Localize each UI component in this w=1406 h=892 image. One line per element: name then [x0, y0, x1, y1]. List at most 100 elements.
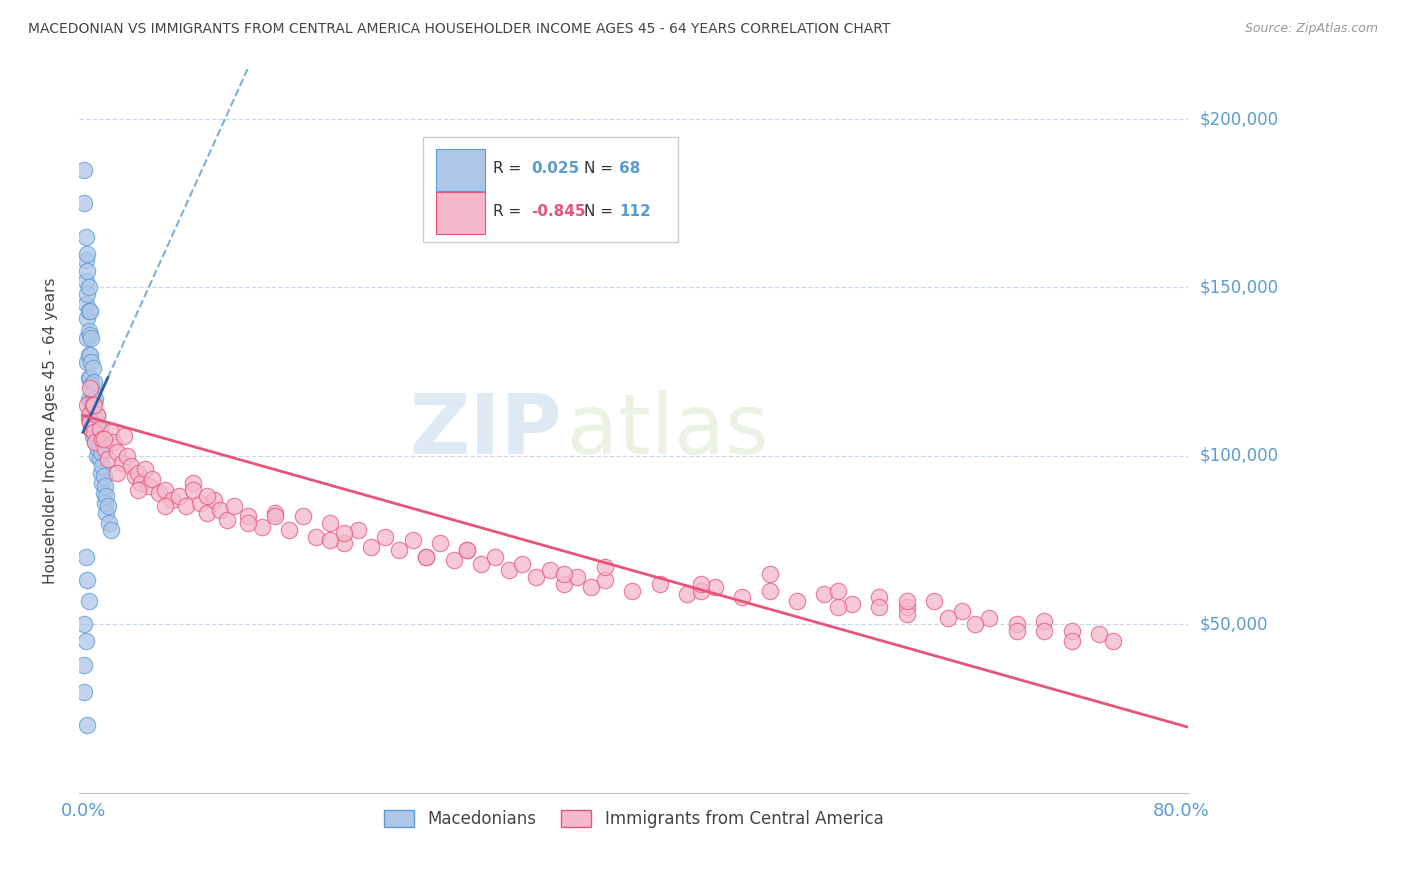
- Point: [84, 412, 107, 426]
- Text: ZIP: ZIP: [409, 390, 561, 471]
- Point: [1005, 624, 1028, 638]
- Point: [79, 395, 101, 409]
- Point: [73, 657, 96, 672]
- Point: [75, 230, 97, 244]
- Point: [264, 509, 287, 524]
- Point: [82, 428, 104, 442]
- Point: [98, 516, 121, 531]
- Point: [82, 405, 104, 419]
- Point: [167, 489, 190, 503]
- Point: [84, 435, 107, 450]
- Point: [77, 593, 100, 607]
- Point: [82, 361, 104, 376]
- Point: [80, 398, 103, 412]
- Text: atlas: atlas: [567, 390, 769, 471]
- Point: [979, 610, 1001, 624]
- Text: $200,000: $200,000: [1199, 110, 1278, 128]
- Point: [512, 557, 534, 571]
- Point: [827, 583, 849, 598]
- Point: [443, 553, 465, 567]
- Text: Source: ZipAtlas.com: Source: ZipAtlas.com: [1244, 22, 1378, 36]
- Point: [112, 428, 135, 442]
- Point: [90, 445, 112, 459]
- Point: [75, 634, 97, 648]
- Point: [75, 297, 97, 311]
- Point: [75, 549, 97, 564]
- Point: [86, 449, 108, 463]
- Point: [94, 496, 117, 510]
- Point: [868, 600, 890, 615]
- Text: 68: 68: [619, 161, 641, 176]
- Point: [731, 591, 754, 605]
- Point: [80, 422, 103, 436]
- Point: [83, 418, 105, 433]
- Point: [77, 280, 100, 294]
- Text: $150,000: $150,000: [1199, 278, 1278, 296]
- Point: [924, 593, 946, 607]
- Point: [105, 445, 128, 459]
- Point: [333, 536, 356, 550]
- Point: [91, 432, 114, 446]
- Point: [84, 392, 107, 406]
- Point: [579, 580, 602, 594]
- Point: [103, 435, 125, 450]
- FancyBboxPatch shape: [423, 137, 678, 243]
- Point: [76, 574, 98, 588]
- Point: [965, 617, 987, 632]
- Point: [360, 540, 382, 554]
- Point: [79, 371, 101, 385]
- Point: [79, 348, 101, 362]
- Point: [388, 543, 411, 558]
- Point: [80, 378, 103, 392]
- Point: [86, 409, 108, 423]
- Point: [105, 466, 128, 480]
- Point: [86, 428, 108, 442]
- Text: $100,000: $100,000: [1199, 447, 1278, 465]
- Point: [703, 580, 725, 594]
- Point: [89, 432, 111, 446]
- Point: [827, 600, 849, 615]
- Point: [73, 617, 96, 632]
- Point: [124, 469, 146, 483]
- Point: [80, 354, 103, 368]
- Point: [76, 287, 98, 301]
- Point: [868, 591, 890, 605]
- Point: [87, 422, 110, 436]
- Point: [786, 593, 808, 607]
- Point: [97, 500, 120, 514]
- Text: -0.845: -0.845: [531, 203, 586, 219]
- Point: [264, 506, 287, 520]
- Point: [155, 483, 177, 497]
- Point: [134, 462, 156, 476]
- Point: [76, 246, 98, 260]
- Text: MACEDONIAN VS IMMIGRANTS FROM CENTRAL AMERICA HOUSEHOLDER INCOME AGES 45 - 64 YE: MACEDONIAN VS IMMIGRANTS FROM CENTRAL AM…: [28, 22, 890, 37]
- Point: [181, 475, 204, 490]
- Point: [127, 483, 149, 497]
- Point: [202, 492, 225, 507]
- Legend: Macedonians, Immigrants from Central America: Macedonians, Immigrants from Central Ame…: [377, 804, 890, 835]
- Point: [553, 566, 575, 581]
- Point: [1101, 634, 1123, 648]
- FancyBboxPatch shape: [436, 192, 485, 234]
- Point: [538, 563, 561, 577]
- Point: [77, 392, 100, 406]
- Point: [79, 304, 101, 318]
- Point: [155, 500, 177, 514]
- Point: [415, 549, 437, 564]
- Point: [141, 472, 163, 486]
- Point: [209, 502, 232, 516]
- Point: [593, 574, 616, 588]
- Point: [333, 526, 356, 541]
- Point: [77, 348, 100, 362]
- Point: [456, 543, 478, 558]
- Point: [76, 718, 98, 732]
- Point: [401, 533, 423, 547]
- Point: [758, 583, 780, 598]
- Point: [76, 354, 98, 368]
- Point: [896, 600, 918, 615]
- Point: [75, 253, 97, 268]
- Y-axis label: Householder Income Ages 45 - 64 years: Householder Income Ages 45 - 64 years: [44, 277, 58, 584]
- Point: [87, 442, 110, 456]
- Point: [195, 506, 218, 520]
- Point: [90, 466, 112, 480]
